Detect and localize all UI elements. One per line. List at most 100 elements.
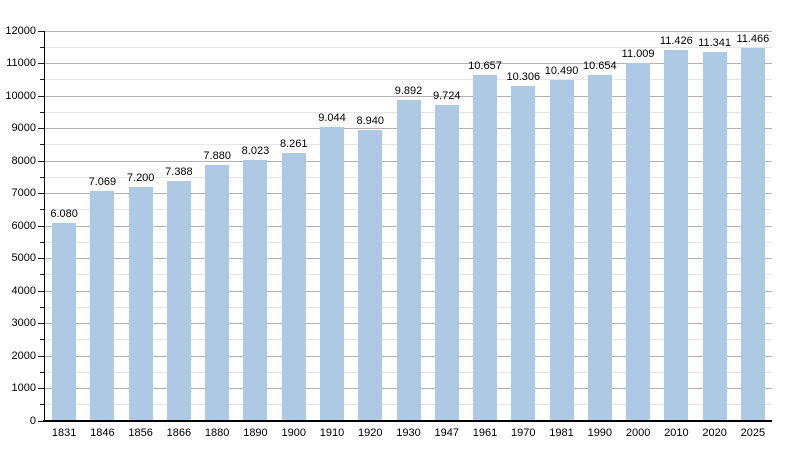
y-tick-minor-500 xyxy=(40,404,44,406)
bar-value-label-1961: 10.657 xyxy=(468,59,502,72)
x-tick-label-1831: 1831 xyxy=(51,427,77,439)
y-tick-label-7000: 7000 xyxy=(11,187,36,199)
bar-value-label-1981: 10.490 xyxy=(544,65,579,78)
bar-2025 xyxy=(740,48,765,421)
bar-value-label-1970: 10.306 xyxy=(506,71,541,84)
bar-1866 xyxy=(166,180,191,421)
gridline-minor-10500 xyxy=(45,79,772,81)
y-tick-major-5000 xyxy=(38,258,44,259)
y-tick-label-4000: 4000 xyxy=(11,284,36,297)
bar-value-label-1947: 9.724 xyxy=(432,89,461,102)
x-tick-label-1846: 1846 xyxy=(90,427,115,439)
y-tick-major-6000 xyxy=(38,225,44,227)
x-tick-label-1880: 1880 xyxy=(204,427,230,439)
bar-value-label-2020: 11.341 xyxy=(698,37,732,50)
gridline-major-10000 xyxy=(45,95,772,97)
bar-value-label-1910: 9.044 xyxy=(318,112,346,125)
x-tick-label-1981: 1981 xyxy=(549,427,574,439)
bar-1856 xyxy=(128,187,153,421)
bar-value-label-1846: 7.069 xyxy=(88,176,117,189)
bar-value-label-1866: 7.388 xyxy=(165,165,193,178)
bar-1981 xyxy=(549,80,574,421)
y-tick-major-4000 xyxy=(38,290,44,292)
y-tick-minor-7500 xyxy=(40,176,44,178)
bar-1961 xyxy=(473,74,498,421)
y-tick-minor-6500 xyxy=(40,209,44,211)
gridline-major-11000 xyxy=(45,63,772,64)
bar-value-label-1920: 8.940 xyxy=(356,115,384,128)
bar-1831 xyxy=(52,223,77,421)
y-tick-minor-2500 xyxy=(40,339,44,341)
y-tick-label-10000: 10000 xyxy=(5,89,36,102)
y-tick-label-0: 0 xyxy=(29,414,36,427)
y-tick-label-8000: 8000 xyxy=(11,154,36,167)
y-tick-major-12000 xyxy=(38,30,44,32)
y-tick-label-3000: 3000 xyxy=(11,317,36,329)
x-tick-label-2020: 2020 xyxy=(702,427,727,439)
bar-1880 xyxy=(205,164,230,421)
y-tick-major-1000 xyxy=(38,388,44,389)
y-tick-minor-9500 xyxy=(40,111,44,113)
x-tick-label-1990: 1990 xyxy=(587,427,613,439)
x-tick-label-1970: 1970 xyxy=(511,427,536,439)
y-tick-label-2000: 2000 xyxy=(11,349,36,362)
bar-1990 xyxy=(587,74,612,421)
bar-value-label-1856: 7.200 xyxy=(126,172,155,184)
bar-1947 xyxy=(434,104,459,421)
bar-value-label-2000: 11.009 xyxy=(621,48,655,61)
x-tick-label-1900: 1900 xyxy=(281,427,306,439)
y-tick-minor-10500 xyxy=(40,79,44,81)
y-tick-label-9000: 9000 xyxy=(11,122,36,134)
y-axis-line xyxy=(43,31,45,422)
y-tick-label-5000: 5000 xyxy=(11,252,36,264)
bar-1900 xyxy=(281,152,306,421)
y-tick-major-3000 xyxy=(38,323,44,324)
bar-value-label-1930: 9.892 xyxy=(394,84,423,97)
plot-area: 6.080 7.069 7.200 7.388 7.880 8.023 8.261 9.044… xyxy=(45,30,772,421)
y-tick-major-2000 xyxy=(38,355,44,357)
bar-value-label-1831: 6.080 xyxy=(50,208,78,221)
bar-value-label-1990: 10.654 xyxy=(582,59,617,72)
y-tick-major-8000 xyxy=(38,160,44,162)
x-tick-label-2000: 2000 xyxy=(625,427,651,439)
x-tick-label-1930: 1930 xyxy=(396,427,421,439)
x-tick-label-1947: 1947 xyxy=(434,427,459,439)
y-tick-major-10000 xyxy=(38,95,44,97)
y-tick-minor-1500 xyxy=(40,371,44,373)
x-axis-line xyxy=(43,420,772,422)
gridline-minor-11500 xyxy=(45,46,772,48)
y-tick-major-9000 xyxy=(38,128,44,129)
x-tick-label-2025: 2025 xyxy=(740,427,766,439)
x-tick-label-1856: 1856 xyxy=(128,427,153,439)
bar-value-label-1900: 8.261 xyxy=(279,137,308,150)
bar-value-label-2025: 11.466 xyxy=(736,33,770,46)
y-tick-minor-5500 xyxy=(40,241,44,243)
bar-1846 xyxy=(90,191,115,421)
bar-value-label-2010: 11.426 xyxy=(659,34,693,47)
x-tick-label-1866: 1866 xyxy=(166,427,192,439)
bar-1890 xyxy=(243,160,268,421)
x-tick-label-1961: 1961 xyxy=(472,427,498,439)
y-tick-minor-11500 xyxy=(40,46,44,48)
y-tick-label-12000: 12000 xyxy=(5,24,36,37)
y-tick-minor-4500 xyxy=(40,274,44,276)
y-tick-minor-8500 xyxy=(40,144,44,146)
y-tick-minor-3500 xyxy=(40,306,44,308)
y-tick-major-11000 xyxy=(38,63,44,64)
x-tick-label-1890: 1890 xyxy=(243,427,268,439)
y-tick-label-1000: 1000 xyxy=(11,382,36,394)
bar-1920 xyxy=(358,130,383,421)
bar-2010 xyxy=(664,49,689,421)
bar-1930 xyxy=(396,99,421,421)
bar-2020 xyxy=(702,52,727,421)
y-tick-label-6000: 6000 xyxy=(11,219,36,232)
x-tick-label-1910: 1910 xyxy=(319,427,345,439)
y-tick-major-0 xyxy=(38,420,44,422)
bar-2000 xyxy=(626,63,651,421)
bar-1910 xyxy=(319,127,344,421)
x-tick-label-1920: 1920 xyxy=(357,427,383,439)
y-tick-major-7000 xyxy=(38,193,44,194)
bar-value-label-1890: 8.023 xyxy=(241,145,270,158)
y-tick-label-11000: 11000 xyxy=(6,57,36,69)
